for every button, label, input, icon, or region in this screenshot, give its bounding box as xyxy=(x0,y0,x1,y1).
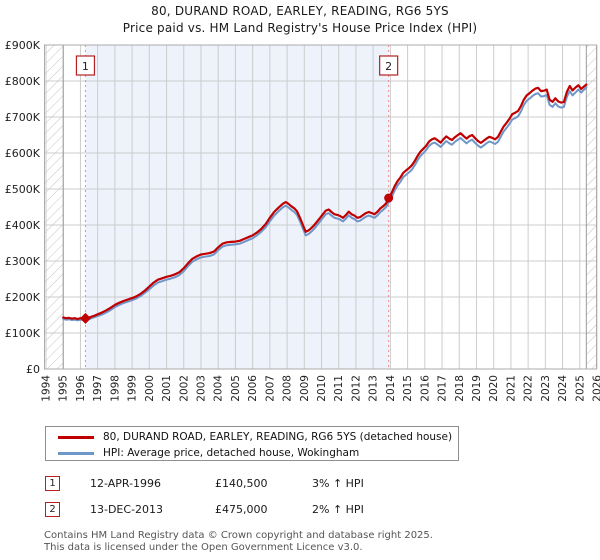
transaction-2-flag xyxy=(379,55,399,76)
property-price-line xyxy=(62,83,588,321)
x-tick-label: 2017 xyxy=(437,375,449,402)
transaction-2-flag-number: 2 xyxy=(385,60,392,73)
x-tick-label: 2011 xyxy=(333,375,345,402)
copyright-line-1: Contains HM Land Registry data © Crown c… xyxy=(44,530,433,541)
x-tick-label: 2022 xyxy=(523,375,535,402)
transaction-2-date: 13-DEC-2013 xyxy=(90,503,164,516)
x-tick-label: 2016 xyxy=(419,375,431,402)
x-tick-label: 1998 xyxy=(109,375,121,402)
y-tick-label: £500K xyxy=(5,183,41,196)
x-tick-label: 2023 xyxy=(540,375,552,402)
transaction-2-hpi-delta: 2% ↑ HPI xyxy=(312,503,364,516)
x-tick-label: 2021 xyxy=(505,375,517,402)
sale-marker-1 xyxy=(79,312,91,324)
x-tick-label: 2014 xyxy=(385,375,397,402)
y-tick-label: £0 xyxy=(26,363,40,376)
y-tick-label: £900K xyxy=(5,39,41,52)
transaction-1-number-badge: 1 xyxy=(45,476,60,491)
legend-item-hpi: HPI: Average price, detached house, Woki… xyxy=(46,445,458,461)
page-title: 80, DURAND ROAD, EARLEY, READING, RG6 5Y… xyxy=(151,4,449,18)
hpi-line-swatch xyxy=(58,451,94,455)
x-tick-label: 2002 xyxy=(178,375,190,402)
x-tick-label: 2015 xyxy=(402,375,414,402)
transaction-1-flag-number: 1 xyxy=(82,60,89,73)
x-tick-label: 2006 xyxy=(247,375,259,402)
x-tick-label: 1999 xyxy=(127,375,139,402)
owned-period-shading xyxy=(85,45,389,369)
legend-item-property: 80, DURAND ROAD, EARLEY, READING, RG6 5Y… xyxy=(46,429,458,445)
y-tick-label: £800K xyxy=(5,75,41,88)
y-tick-label: £600K xyxy=(5,147,41,160)
chart-legend: 80, DURAND ROAD, EARLEY, READING, RG6 5Y… xyxy=(45,426,459,461)
transaction-row-2: 2 13-DEC-2013 £475,000 2% ↑ HPI xyxy=(0,502,600,518)
transaction-1-price: £140,500 xyxy=(215,477,268,490)
x-tick-label: 2026 xyxy=(592,375,600,402)
x-tick-label: 1994 xyxy=(41,375,53,402)
x-tick-label: 2005 xyxy=(230,375,242,402)
property-line-swatch xyxy=(58,435,94,439)
transaction-1-flag xyxy=(75,55,96,76)
x-tick-label: 2008 xyxy=(282,375,294,402)
y-tick-label: £300K xyxy=(5,255,41,268)
x-tick-label: 2009 xyxy=(299,375,311,402)
x-tick-label: 2012 xyxy=(350,375,362,402)
x-tick-label: 2003 xyxy=(195,375,207,402)
y-tick-label: £400K xyxy=(5,219,41,232)
x-tick-label: 2000 xyxy=(144,375,156,402)
x-tick-label: 1996 xyxy=(75,375,87,402)
x-tick-label: 2018 xyxy=(454,375,466,402)
transaction-2-price: £475,000 xyxy=(215,503,268,516)
x-tick-label: 2007 xyxy=(264,375,276,402)
copyright-footer: Contains HM Land Registry data © Crown c… xyxy=(44,530,584,553)
legend-label-property: 80, DURAND ROAD, EARLEY, READING, RG6 5Y… xyxy=(103,431,453,443)
x-tick-label: 2020 xyxy=(488,375,500,402)
x-tick-label: 2019 xyxy=(471,375,483,402)
sale-marker-2 xyxy=(384,193,394,203)
transaction-1-date: 12-APR-1996 xyxy=(90,477,162,490)
hpi-line xyxy=(62,86,588,322)
transaction-1-hpi-delta: 3% ↑ HPI xyxy=(312,477,364,490)
x-tick-label: 2001 xyxy=(161,375,173,402)
transaction-2-number-badge: 2 xyxy=(45,502,60,517)
transaction-row-1: 1 12-APR-1996 £140,500 3% ↑ HPI xyxy=(0,476,600,492)
page-subtitle: Price paid vs. HM Land Registry's House … xyxy=(122,21,478,35)
y-tick-label: £100K xyxy=(5,327,41,340)
x-tick-label: 2004 xyxy=(213,375,225,402)
legend-label-hpi: HPI: Average price, detached house, Woki… xyxy=(103,447,360,459)
y-tick-label: £200K xyxy=(5,291,41,304)
x-tick-label: 2025 xyxy=(574,375,586,402)
price-chart: 1 2 £900K £800K £700K £600K £500K £400K £300K £20… xyxy=(5,39,600,402)
copyright-line-2: This data is licensed under the Open Gov… xyxy=(44,541,363,553)
plot-border xyxy=(44,44,597,370)
x-tick-label: 2013 xyxy=(368,375,380,402)
x-tick-label: 2024 xyxy=(557,375,569,402)
x-tick-label: 1997 xyxy=(92,375,104,402)
y-tick-label: £700K xyxy=(5,111,41,124)
no-data-band-left xyxy=(44,45,64,369)
x-tick-label: 1995 xyxy=(58,375,70,402)
no-data-band-right xyxy=(586,45,597,369)
x-tick-label: 2010 xyxy=(316,375,328,402)
